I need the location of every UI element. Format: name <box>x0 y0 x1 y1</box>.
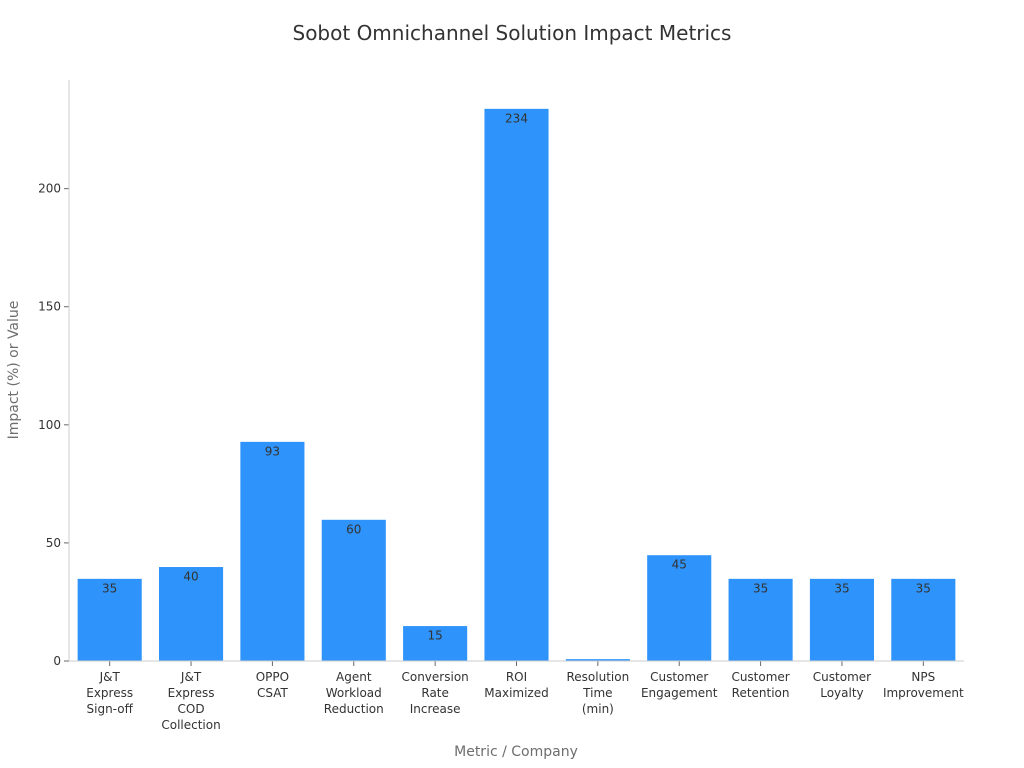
x-tick-label-line: Maximized <box>484 686 548 700</box>
x-tick-label-line: Customer <box>731 670 789 684</box>
x-tick-label-line: Sign-off <box>87 702 134 716</box>
y-tick-label: 200 <box>38 182 61 196</box>
data-label: 15 <box>427 629 442 643</box>
y-tick-label: 150 <box>38 300 61 314</box>
bar <box>402 625 469 662</box>
x-tick-label: Customer Loyalty <box>813 670 871 700</box>
x-tick-label: J&T Express COD Collection <box>161 670 220 732</box>
x-tick-label-line: Loyalty <box>820 686 863 700</box>
x-tick-label-line: Customer <box>813 670 871 684</box>
data-label: 234 <box>505 111 528 125</box>
x-tick-label: Agent Workload Reduction <box>324 670 384 716</box>
x-tick-label-line: Customer <box>650 670 708 684</box>
data-labels-group: 35 40 93 60 15 234 45 35 35 35 <box>102 111 931 642</box>
x-tick-label-line: COD <box>178 702 205 716</box>
bar <box>646 554 713 662</box>
x-tick-label-line: Improvement <box>883 686 964 700</box>
bar <box>808 577 876 662</box>
x-tick-label-line: Engagement <box>641 686 718 700</box>
x-tick-label-line: Resolution <box>567 670 630 684</box>
x-tick-label: Customer Engagement <box>641 670 718 700</box>
data-label: 45 <box>672 558 687 572</box>
x-tick-label: Resolution Time (min) <box>567 670 630 716</box>
x-tick-label-line: J&T <box>99 670 121 684</box>
data-label: 35 <box>916 581 931 595</box>
x-tick-label-line: CSAT <box>257 686 288 700</box>
x-tick-label-line: (min) <box>582 702 614 716</box>
x-tick-label: Conversion Rate Increase <box>401 670 468 716</box>
x-tick-label-line: Collection <box>161 718 220 732</box>
y-tick-label: 0 <box>53 654 61 668</box>
x-tick-label-line: NPS <box>911 670 935 684</box>
x-tick-label-line: Rate <box>421 686 449 700</box>
x-axis-label: Metric / Company <box>454 744 578 760</box>
x-tick-label: J&T Express Sign-off <box>86 670 133 716</box>
x-tick-label-line: Workload <box>326 686 382 700</box>
y-tick-label: 100 <box>38 418 61 432</box>
x-tick-label-line: Reduction <box>324 702 384 716</box>
data-label: 40 <box>183 570 198 584</box>
data-label: 60 <box>346 522 361 536</box>
data-label: 93 <box>265 444 280 458</box>
x-tick-label-line: J&T <box>180 670 202 684</box>
bars-group <box>76 107 957 662</box>
y-axis-label: Impact (%) or Value <box>6 301 22 440</box>
bar <box>320 518 387 662</box>
x-tick-label-line: Express <box>168 686 215 700</box>
y-tick-label: 50 <box>46 536 61 550</box>
chart-title: Sobot Omnichannel Solution Impact Metric… <box>293 21 732 45</box>
y-axis: 0 50 100 150 200 <box>38 182 69 668</box>
bar <box>76 577 143 662</box>
bar <box>890 577 957 662</box>
data-label: 35 <box>102 581 117 595</box>
x-tick-label: NPS Improvement <box>883 670 964 700</box>
x-tick-label: Customer Retention <box>731 670 789 700</box>
bar <box>239 440 306 662</box>
bar <box>727 577 794 662</box>
x-tick-label-line: Express <box>86 686 133 700</box>
x-tick-label-line: Conversion <box>401 670 468 684</box>
x-tick-label-line: Retention <box>732 686 790 700</box>
x-tick-label: ROI Maximized <box>484 670 548 700</box>
data-label: 35 <box>834 581 849 595</box>
x-tick-label-line: OPPO <box>256 670 289 684</box>
x-tick-label-line: ROI <box>506 670 527 684</box>
data-label: 35 <box>753 581 768 595</box>
x-tick-label-line: Agent <box>336 670 372 684</box>
bar <box>483 107 550 662</box>
x-tick-label-line: Increase <box>410 702 461 716</box>
x-tick-label-line: Time <box>582 686 612 700</box>
x-axis: J&T Express Sign-off J&T Express COD Collectio… <box>86 661 964 732</box>
x-tick-label: OPPO CSAT <box>256 670 289 700</box>
